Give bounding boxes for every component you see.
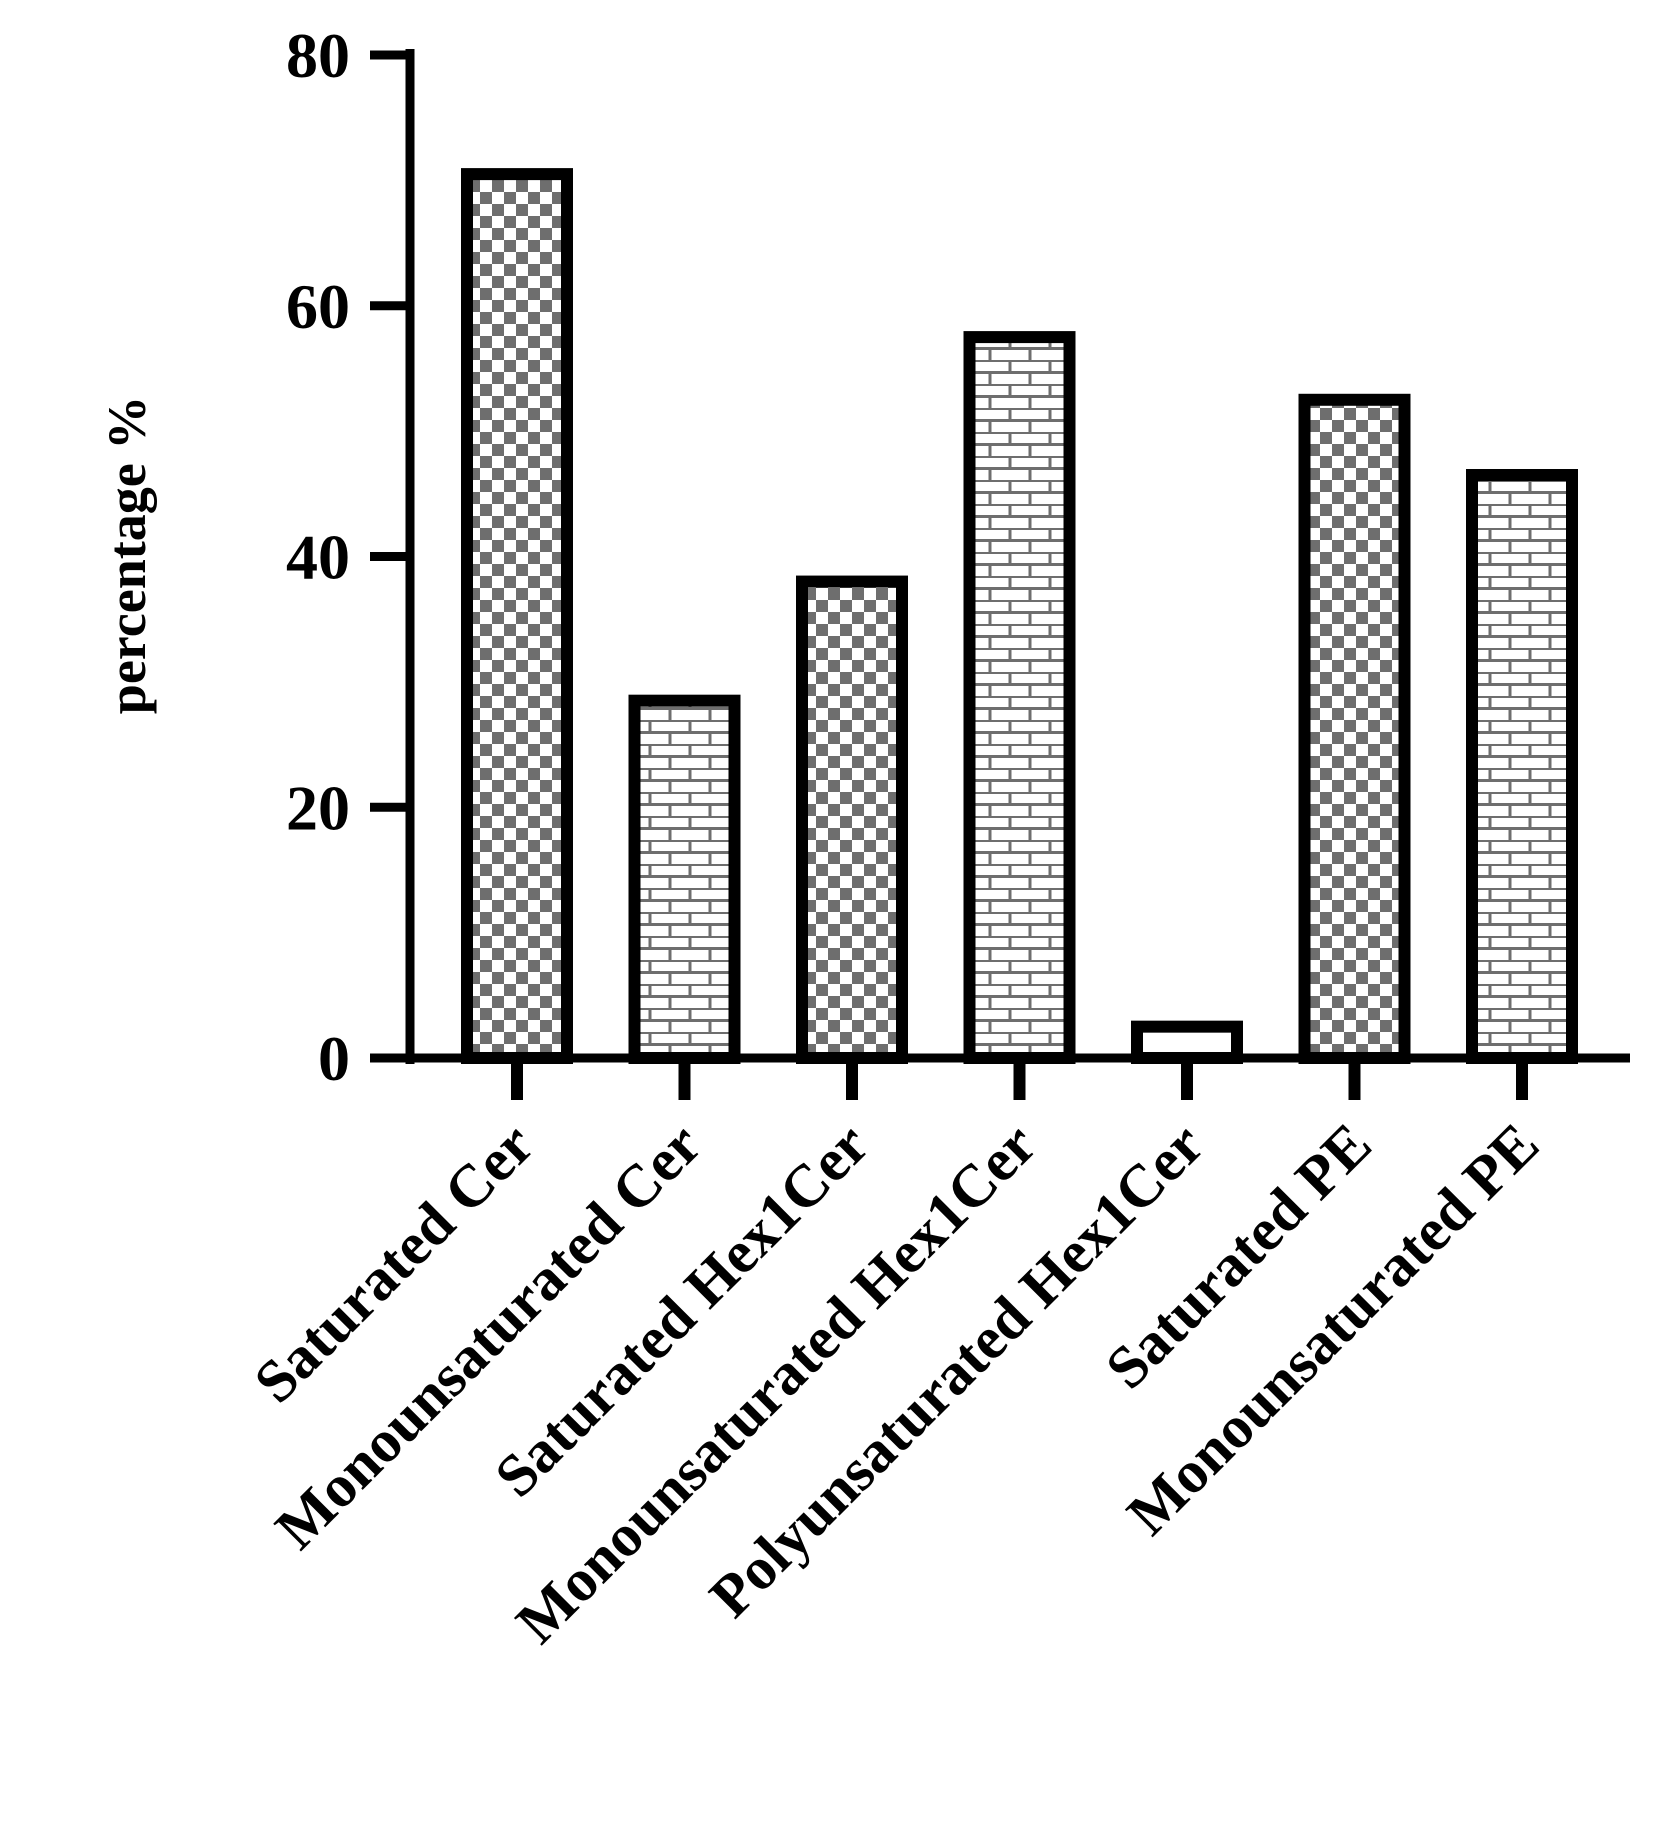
bar-2 — [628, 694, 741, 1065]
bar-6 — [1298, 393, 1411, 1064]
y-tick-label-80: 80 — [286, 20, 350, 91]
y-tick-label-40: 40 — [286, 522, 350, 593]
bar-7 — [1466, 469, 1578, 1065]
bar-5 — [1131, 1020, 1243, 1064]
y-axis-title: percentage % — [97, 396, 157, 714]
y-tick-label-60: 60 — [286, 271, 350, 342]
y-tick-label-20: 20 — [286, 772, 350, 843]
bar-3 — [796, 575, 908, 1064]
y-tick-label-0: 0 — [318, 1023, 350, 1094]
bars — [461, 168, 1578, 1065]
bar-4 — [963, 331, 1076, 1064]
axes — [370, 49, 1630, 1100]
bar-1 — [461, 168, 573, 1064]
